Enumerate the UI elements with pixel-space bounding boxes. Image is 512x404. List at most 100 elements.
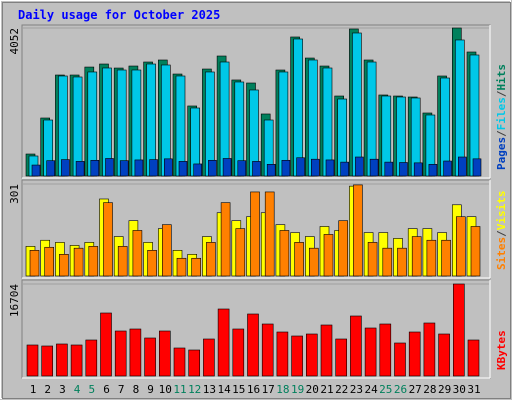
bar [438,333,450,377]
y-tick-label: 16704 [8,284,21,317]
bar [73,247,84,277]
x-tick-label: 8 [133,383,140,396]
bar [399,162,408,177]
x-tick-label: 22 [335,383,348,396]
bar [146,63,156,177]
bar [85,339,98,377]
bar [75,161,85,177]
x-tick-label: 24 [364,383,378,396]
bar [206,242,216,277]
x-tick-label: 7 [118,383,125,396]
bar [264,191,275,277]
bar [470,226,481,277]
frame-inner [2,2,511,399]
x-tick-label: 25 [379,383,392,396]
x-tick-label: 1 [30,383,37,396]
bar [252,161,261,177]
y-tick-label: 4052 [8,28,21,55]
bar [250,191,260,277]
x-tick-label: 29 [438,383,451,396]
bar [159,330,171,377]
bar [454,39,465,177]
bar [455,216,466,277]
bar [59,253,69,277]
bar [193,163,202,177]
bar [364,327,377,377]
bar [129,328,142,377]
legend-separator: / [495,230,508,237]
bar [61,159,70,177]
bar [281,159,291,177]
bar [355,156,364,177]
bar [56,343,68,377]
bar [305,333,318,377]
x-tick-label: 6 [103,383,110,396]
bar [178,161,188,177]
bar [217,308,230,377]
bar [105,158,114,177]
bar [46,160,56,177]
bar [323,234,334,277]
bar [307,59,318,177]
legend-entry: Pages [495,137,508,170]
bar [247,313,259,377]
bar [175,75,186,177]
x-tick-label: 11 [173,383,186,396]
bar [116,69,127,177]
bar [44,246,55,277]
bar [335,338,348,377]
bar [26,344,39,377]
x-tick-label: 13 [203,383,216,396]
x-tick-label: 12 [188,383,201,396]
bar [294,242,304,277]
bar [413,162,423,177]
bar [352,32,362,177]
legend-entry: Files [495,97,508,130]
x-tick-label: 27 [409,383,422,396]
bar [70,344,83,377]
legend-separator: / [495,90,508,97]
panels: 4052Pages/Files/Hits301Sites/Visits16704… [8,24,508,396]
x-tick-label: 16 [247,383,260,396]
bar [203,338,215,377]
bar [235,228,246,277]
bar [191,257,201,277]
bar [208,159,217,177]
bar [411,236,422,277]
bar [103,202,113,277]
bar [443,160,452,177]
legend: Sites/Visits [495,191,508,271]
bar [384,161,394,177]
bar [472,158,482,177]
bar [29,250,40,277]
chart-title: Daily usage for October 2025 [18,8,220,22]
bar [188,349,200,377]
bar [426,239,437,277]
bar [220,202,231,277]
bar [408,331,421,377]
bar [397,247,407,277]
bar [164,158,173,177]
x-tick-label: 26 [394,383,407,396]
bar [237,160,247,177]
bar [379,323,392,377]
bar [132,230,143,277]
bar [176,257,187,277]
legend-separator: / [495,130,508,137]
bar [353,184,363,277]
bar [100,312,112,377]
bar [41,345,54,377]
bar [320,324,333,377]
bar [338,220,349,277]
x-tick-label: 20 [306,383,319,396]
x-tick-label: 18 [276,383,289,396]
bar [441,239,451,277]
bar [467,339,480,377]
legend: KBytes [495,330,508,370]
bar [162,224,172,277]
bar [423,322,436,377]
bar [340,161,350,177]
bar [293,38,303,177]
bar [457,156,467,177]
x-tick-label: 3 [59,383,66,396]
